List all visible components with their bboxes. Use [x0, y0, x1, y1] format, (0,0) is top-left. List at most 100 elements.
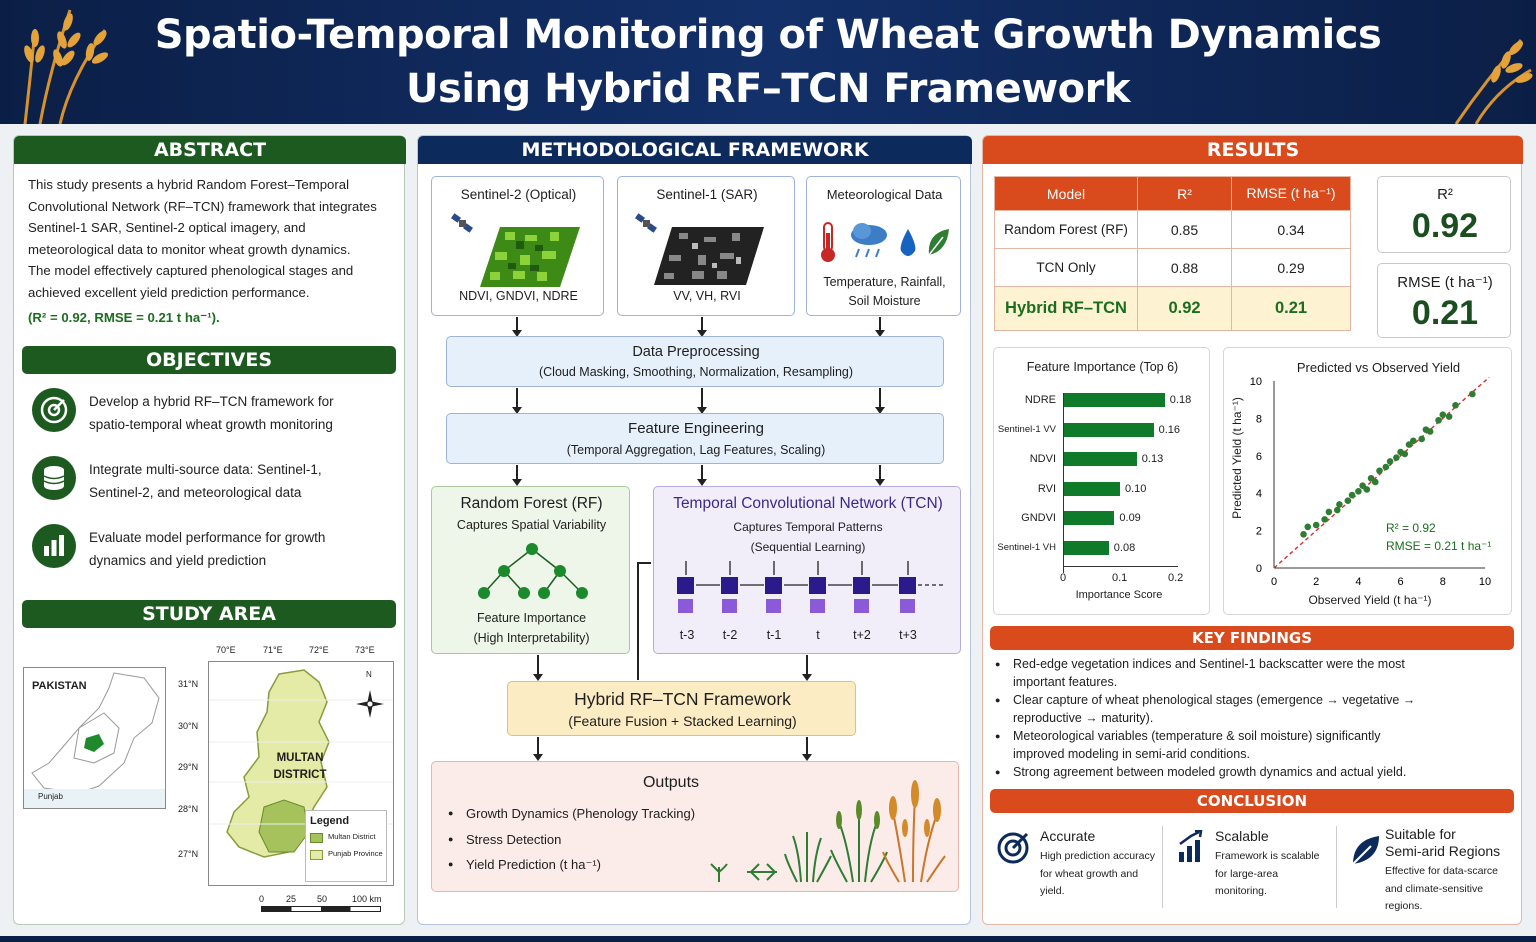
country-label: PAKISTAN — [32, 680, 87, 692]
legend-swatch — [310, 850, 323, 860]
conclusion-text: High prediction accuracy — [1040, 850, 1155, 862]
poster-title-line1: Spatio-Temporal Monitoring of Wheat Grow… — [154, 12, 1382, 58]
random-forest-note: Feature Importance — [476, 611, 587, 625]
sentinel1-box: Sentinel-1 (SAR) VV, VH, RVI — [617, 176, 795, 316]
tick-label: 0.1 — [1112, 572, 1128, 584]
scatter-point — [1348, 491, 1356, 499]
results-panel: RESULTS Model R² RMSE (t ha⁻¹) Random Fo… — [982, 135, 1523, 925]
time-step-label: t+2 — [853, 628, 871, 642]
abstract-text: This study presents a hybrid Random Fore… — [28, 174, 398, 329]
table-cell: 0.85 — [1137, 210, 1232, 249]
province-label: Punjab — [38, 792, 63, 801]
chart-axis — [1063, 393, 1064, 573]
preprocessing-box: Data Preprocessing (Cloud Masking, Smoot… — [446, 336, 944, 387]
tick-label: 6 — [1398, 576, 1404, 588]
scale-label: 25 — [286, 894, 297, 904]
finding-text: improved modeling in semi-arid condition… — [1013, 747, 1250, 761]
scatter-point — [1382, 463, 1390, 471]
scatter-point — [1312, 521, 1320, 529]
tick-label: 4 — [1256, 488, 1262, 500]
random-forest-box: Random Forest (RF) Captures Spatial Vari… — [431, 486, 630, 654]
conclusion-text: monitoring. — [1215, 885, 1267, 897]
abstract-line: Convolutional Network (RF–TCN) framework… — [28, 198, 377, 214]
scatter-point — [1334, 506, 1341, 514]
abstract-line: This study presents a hybrid Random Fore… — [28, 177, 350, 192]
flow-arrow — [802, 655, 812, 681]
results-heading: RESULTS — [983, 136, 1523, 164]
methodology-panel: METHODOLOGICAL FRAMEWORK Sentinel-2 (Opt… — [417, 135, 972, 925]
conclusion-text: for large-area — [1215, 867, 1279, 880]
legend-item: Punjab Province — [328, 849, 383, 858]
longitude-label: 72°E — [309, 645, 329, 655]
abstract-line: meteorological data to monitor wheat gro… — [28, 241, 351, 257]
scatter-point — [1409, 437, 1417, 445]
latitude-label: 28°N — [178, 804, 199, 814]
flow-connector — [637, 562, 639, 680]
scatter-plot: 0 2 4 6 8 10 0 2 4 6 8 10 — [1250, 376, 1491, 588]
latitude-label: 30°N — [178, 721, 199, 731]
axis-label: Observed Yield (t ha⁻¹) — [1308, 593, 1432, 607]
conclusion-text: Effective for data-scarce — [1385, 865, 1499, 877]
scatter-point — [1371, 478, 1379, 486]
output-item: Yield Prediction (t ha⁻¹) — [448, 852, 695, 878]
category-label: Sentinel-1 VH — [997, 541, 1056, 553]
flow-arrow — [512, 465, 522, 486]
leaf-icon — [928, 229, 949, 256]
latitude-label: 29°N — [178, 762, 199, 772]
flow-arrow — [875, 465, 885, 486]
meteorological-box: Meteorological Data Temperature, Rainfal… — [806, 176, 961, 316]
flow-arrow — [875, 388, 885, 414]
scale-bar — [261, 906, 381, 912]
tick-label: 0 — [1271, 576, 1277, 588]
conclusion-title: Accurate — [1040, 828, 1096, 844]
bar — [1064, 393, 1165, 407]
category-label: Sentinel-1 VV — [997, 423, 1056, 435]
table-cell: 0.34 — [1231, 210, 1351, 249]
objective-text: Sentinel-2, and meteorological data — [89, 485, 302, 500]
objective-item: Evaluate model performance for growth dyn… — [32, 524, 392, 574]
methodology-heading: METHODOLOGICAL FRAMEWORK — [418, 136, 972, 164]
flow-arrow — [533, 655, 543, 681]
tick-label: 6 — [1256, 451, 1262, 463]
tcn-subtitle: Captures Temporal Patterns — [733, 520, 883, 534]
abstract-metrics: (R² = 0.92, RMSE = 0.21 t ha⁻¹). — [28, 310, 220, 325]
tick-label: 8 — [1256, 413, 1262, 425]
preprocessing-title: Data Preprocessing — [632, 344, 760, 360]
scatter-point — [1439, 411, 1447, 418]
conclusion-item: Accurate High prediction accuracy for wh… — [995, 826, 1160, 916]
abstract-line: The model effectively captured phenologi… — [28, 263, 354, 278]
hybrid-framework-box: Hybrid RF–TCN Framework (Feature Fusion … — [507, 681, 856, 736]
pakistan-inset-map: PAKISTAN Punjab — [23, 667, 166, 809]
time-step-label: t-3 — [679, 628, 695, 642]
chart-annotation: RMSE = 0.21 t ha⁻¹ — [1386, 539, 1492, 553]
legend-swatch — [310, 833, 323, 843]
scatter-point — [1393, 454, 1400, 461]
time-step-label: t-2 — [722, 628, 738, 642]
bar-chart-icon — [32, 524, 76, 568]
preprocessing-subtitle: (Cloud Masking, Smoothing, Normalization… — [538, 365, 854, 379]
tcn-sequence-diagram — [677, 561, 946, 613]
tick-label: 2 — [1313, 576, 1319, 588]
district-map: MULTAN DISTRICT N Legend Multan District… — [208, 661, 394, 886]
tick-label: 0 — [1256, 563, 1262, 575]
results-table: Model R² RMSE (t ha⁻¹) Random Forest (RF… — [994, 176, 1351, 331]
feature-engineering-subtitle: (Temporal Aggregation, Lag Features, Sca… — [566, 443, 826, 457]
scatter-point — [1405, 441, 1413, 448]
meteorological-vars: Soil Moisture — [848, 294, 921, 308]
sentinel1-title: Sentinel-1 (SAR) — [656, 187, 758, 202]
scatter-point — [1355, 488, 1362, 495]
database-icon — [32, 456, 76, 500]
north-label: N — [366, 670, 372, 679]
table-cell: 0.29 — [1231, 248, 1351, 287]
district-label: MULTAN DISTRICT — [265, 750, 335, 784]
scatter-point — [1321, 516, 1328, 523]
wheat-icon — [1454, 39, 1533, 124]
water-drop-icon — [900, 229, 916, 256]
bar — [1064, 540, 1109, 555]
legend-title: Legend — [310, 815, 350, 827]
scatter-point — [1435, 416, 1442, 424]
data-label: 0.09 — [1119, 512, 1141, 524]
table-cell: Random Forest (RF) — [994, 210, 1138, 249]
objective-item: Develop a hybrid RF–TCN framework for spa… — [32, 388, 392, 438]
flow-arrow — [802, 737, 812, 761]
